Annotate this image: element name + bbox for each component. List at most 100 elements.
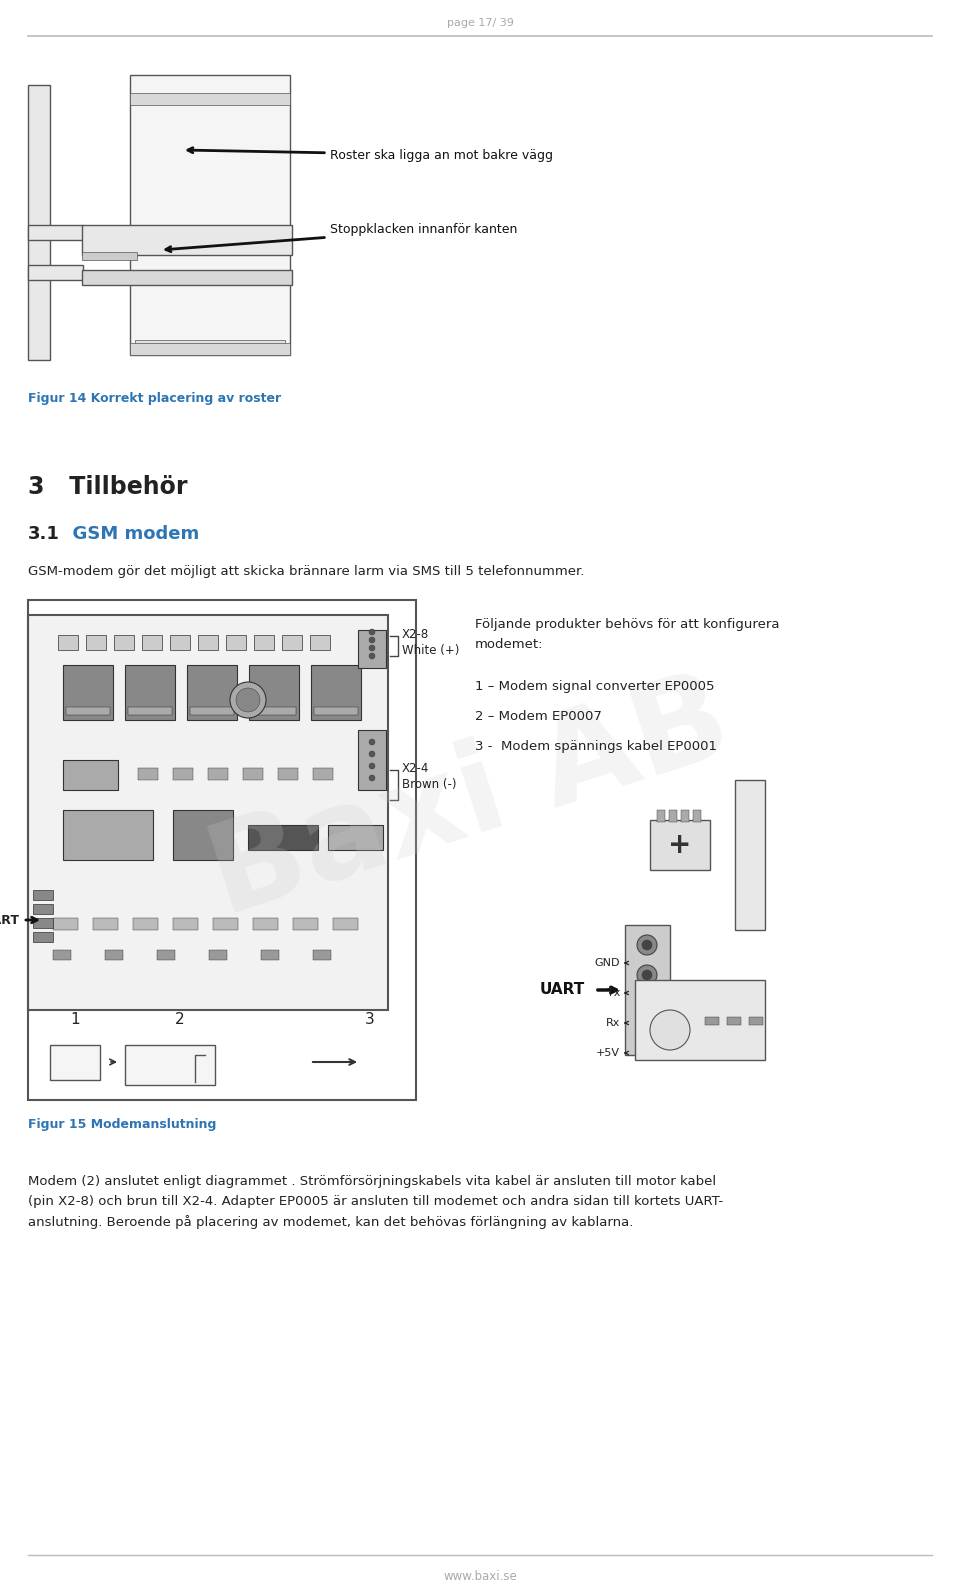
Text: +5V: +5V [596, 1048, 620, 1057]
Bar [33, 904, 53, 914]
Circle shape [642, 970, 652, 979]
Text: Figur 14 Korrekt placering av roster: Figur 14 Korrekt placering av roster [28, 392, 281, 405]
Text: +: + [668, 831, 692, 860]
Bar [28, 600, 416, 1101]
Bar [705, 1018, 719, 1026]
Bar [669, 810, 677, 821]
Bar [82, 252, 137, 260]
Bar [313, 951, 331, 960]
Bar [657, 810, 665, 821]
Bar [138, 769, 158, 780]
Bar [727, 1018, 741, 1026]
Bar [133, 919, 158, 930]
Bar [114, 635, 134, 651]
Text: modemet:: modemet: [475, 638, 543, 651]
Bar [190, 707, 234, 715]
Text: 1: 1 [70, 1011, 80, 1027]
Bar [33, 919, 53, 928]
Bar [226, 635, 246, 651]
Bar [693, 810, 701, 821]
Circle shape [369, 738, 375, 745]
Bar [173, 919, 198, 930]
Text: Baxi AB: Baxi AB [195, 659, 745, 941]
Circle shape [369, 628, 375, 635]
Text: 1 – Modem signal converter EP0005: 1 – Modem signal converter EP0005 [475, 679, 714, 692]
Bar [130, 75, 290, 356]
Text: Stoppklacken innanför kanten: Stoppklacken innanför kanten [166, 223, 517, 252]
Circle shape [637, 935, 657, 955]
Text: 2 – Modem EP0007: 2 – Modem EP0007 [475, 710, 602, 723]
Bar [28, 225, 83, 239]
Text: Följande produkter behövs för att konfigurera: Följande produkter behövs för att konfig… [475, 617, 780, 632]
Text: GSM-modem gör det möjligt att skicka brännare larm via SMS till 5 telefonnummer.: GSM-modem gör det möjligt att skicka brä… [28, 565, 585, 577]
Bar [63, 759, 118, 790]
Bar [278, 769, 298, 780]
Text: 3   Tillbehör: 3 Tillbehör [28, 475, 187, 499]
Bar [249, 665, 299, 719]
Bar [63, 665, 113, 719]
Text: 2: 2 [175, 1011, 185, 1027]
Bar [130, 343, 290, 356]
Circle shape [369, 644, 375, 651]
Text: UART: UART [540, 983, 586, 997]
Bar [173, 810, 233, 860]
Circle shape [236, 687, 260, 711]
Bar [358, 630, 386, 668]
Bar [187, 665, 237, 719]
Text: GND: GND [594, 959, 620, 968]
Bar [105, 951, 123, 960]
Bar [33, 890, 53, 900]
Text: (pin X2-8) och brun till X2-4. Adapter EP0005 är ansluten till modemet och andra: (pin X2-8) och brun till X2-4. Adapter E… [28, 1195, 723, 1207]
Bar [28, 616, 388, 1010]
Circle shape [369, 775, 375, 782]
Bar [311, 665, 361, 719]
Bar [248, 825, 318, 850]
Text: 3: 3 [365, 1011, 374, 1027]
Bar [128, 707, 172, 715]
Circle shape [650, 1010, 690, 1050]
Bar [66, 707, 110, 715]
Bar [243, 769, 263, 780]
Bar [314, 707, 358, 715]
Text: Figur 15 Modemanslutning: Figur 15 Modemanslutning [28, 1118, 216, 1131]
Bar [33, 931, 53, 943]
Bar [209, 951, 227, 960]
Bar [125, 665, 175, 719]
Bar [358, 731, 386, 790]
Bar [53, 919, 78, 930]
Bar [130, 93, 290, 105]
Bar [293, 919, 318, 930]
Circle shape [642, 939, 652, 951]
Bar [749, 1018, 763, 1026]
Bar [82, 270, 292, 286]
Bar [635, 979, 765, 1061]
Bar [313, 769, 333, 780]
Bar [170, 635, 190, 651]
Bar [82, 225, 292, 255]
Bar [650, 820, 710, 869]
Circle shape [642, 1000, 652, 1010]
Text: Modem (2) anslutet enligt diagrammet . Strömförsörjningskabels vita kabel är ans: Modem (2) anslutet enligt diagrammet . S… [28, 1176, 716, 1188]
Text: Rx: Rx [606, 1018, 620, 1029]
Bar [53, 951, 71, 960]
Bar [28, 85, 50, 360]
Circle shape [637, 1026, 657, 1045]
Bar [252, 707, 296, 715]
Circle shape [369, 636, 375, 643]
Bar [93, 919, 118, 930]
Bar [261, 951, 279, 960]
Bar [86, 635, 106, 651]
Bar [50, 1045, 100, 1080]
Bar [735, 780, 765, 930]
Bar [125, 1045, 215, 1085]
Bar [282, 635, 302, 651]
Bar [333, 919, 358, 930]
Bar [198, 635, 218, 651]
Bar [310, 635, 330, 651]
Circle shape [637, 965, 657, 986]
Bar [328, 825, 383, 850]
Circle shape [369, 762, 375, 769]
Circle shape [637, 995, 657, 1014]
Bar [208, 769, 228, 780]
Text: GSM modem: GSM modem [60, 525, 200, 542]
